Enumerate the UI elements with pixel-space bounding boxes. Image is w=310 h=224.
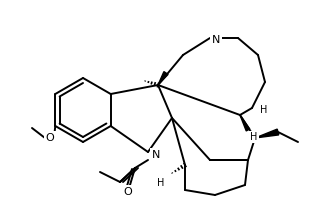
Text: H: H: [157, 178, 165, 188]
Text: O: O: [124, 187, 132, 197]
Text: N: N: [212, 35, 220, 45]
Text: N: N: [152, 150, 160, 160]
Text: H: H: [260, 105, 268, 115]
Text: H: H: [250, 132, 258, 142]
Polygon shape: [255, 129, 279, 138]
Polygon shape: [158, 72, 168, 85]
Text: O: O: [46, 133, 54, 143]
Polygon shape: [240, 115, 250, 131]
